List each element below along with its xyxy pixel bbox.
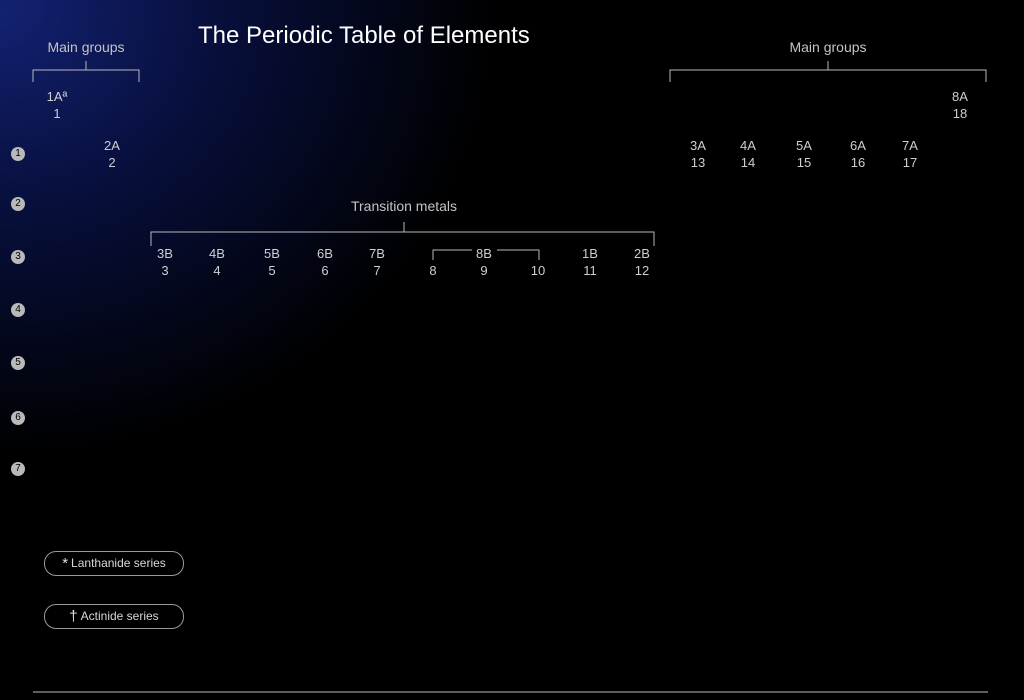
group-label-12: 2B 12 [612, 245, 672, 279]
group-letter: 8B [476, 246, 492, 261]
group-label-8: 8 [403, 262, 463, 279]
group-label-4: 4B 4 [187, 245, 247, 279]
dagger-icon: † [69, 608, 78, 625]
group-number: 12 [634, 263, 650, 278]
group-label-3: 3B 3 [135, 245, 195, 279]
group-letter: 4A [740, 138, 756, 153]
group-number: 2 [108, 155, 116, 170]
lanthanide-series-label: Lanthanide series [71, 556, 166, 570]
period-marker-2: 2 [11, 197, 25, 211]
group-number: 5 [268, 263, 276, 278]
group-number: 4 [213, 263, 221, 278]
group-label-6: 6B 6 [295, 245, 355, 279]
group-label-7: 7B 7 [347, 245, 407, 279]
group-number: 16 [850, 155, 866, 170]
group-letter: 6A [850, 138, 866, 153]
group-8b-bracket [432, 249, 540, 260]
period-marker-1: 1 [11, 147, 25, 161]
group-letter: 5A [796, 138, 812, 153]
group-label-5: 5B 5 [242, 245, 302, 279]
group-number: 6 [321, 263, 329, 278]
group-letter: 8A [952, 89, 968, 104]
period-marker-4: 4 [11, 303, 25, 317]
group-number: 8 [429, 263, 437, 278]
period-marker-5: 5 [11, 356, 25, 370]
period-marker-7: 7 [11, 462, 25, 476]
group-label-18: 8A 18 [930, 88, 990, 122]
period-marker-6: 6 [11, 411, 25, 425]
group-number: 15 [796, 155, 812, 170]
group-number: 9 [480, 263, 488, 278]
group-number: 17 [902, 155, 918, 170]
group-number: 14 [740, 155, 756, 170]
group-number: 11 [583, 263, 597, 278]
group-label-10: 10 [508, 262, 568, 279]
group-letter: 3B [157, 246, 173, 261]
asterisk-icon: * [62, 555, 69, 572]
group-letter: 2A [104, 138, 120, 153]
main-groups-left-label: Main groups [47, 39, 125, 55]
group-label-9: 8B 9 [454, 245, 514, 279]
period-marker-3: 3 [11, 250, 25, 264]
main-groups-right-bracket [669, 61, 987, 82]
group-label-14: 4A 14 [718, 137, 778, 171]
lanthanide-series-button[interactable]: * Lanthanide series [44, 551, 184, 576]
main-groups-left-bracket [32, 61, 140, 82]
group-letter: 6B [317, 246, 333, 261]
group-letter: 7A [902, 138, 918, 153]
group-number: 1 [53, 106, 61, 121]
group-letter: 1B [582, 246, 598, 261]
group-letter: 7B [369, 246, 385, 261]
group-number: 13 [690, 155, 706, 170]
group-label-1: 1Aª 1 [27, 88, 87, 122]
group-letter: 5B [264, 246, 280, 261]
group-number: 18 [952, 106, 968, 121]
main-groups-right-label: Main groups [789, 39, 867, 55]
actinide-series-label: Actinide series [80, 609, 159, 623]
page-title: The Periodic Table of Elements [198, 22, 530, 49]
group-label-17: 7A 17 [880, 137, 940, 171]
group-label-13: 3A 13 [668, 137, 728, 171]
group-number: 10 [530, 263, 546, 278]
group-number: 3 [161, 263, 169, 278]
group-letter: 1Aª [46, 89, 68, 104]
transition-metals-bracket [150, 222, 655, 246]
group-letter: 4B [209, 246, 225, 261]
transition-metals-label: Transition metals [350, 198, 458, 214]
group-number: 7 [373, 263, 381, 278]
actinide-series-button[interactable]: † Actinide series [44, 604, 184, 629]
group-label-11: 1B 11 [560, 245, 620, 279]
group-letter: 3A [690, 138, 706, 153]
group-letter: 2B [634, 246, 650, 261]
group-label-16: 6A 16 [828, 137, 888, 171]
group-label-15: 5A 15 [774, 137, 834, 171]
group-label-2: 2A 2 [82, 137, 142, 171]
